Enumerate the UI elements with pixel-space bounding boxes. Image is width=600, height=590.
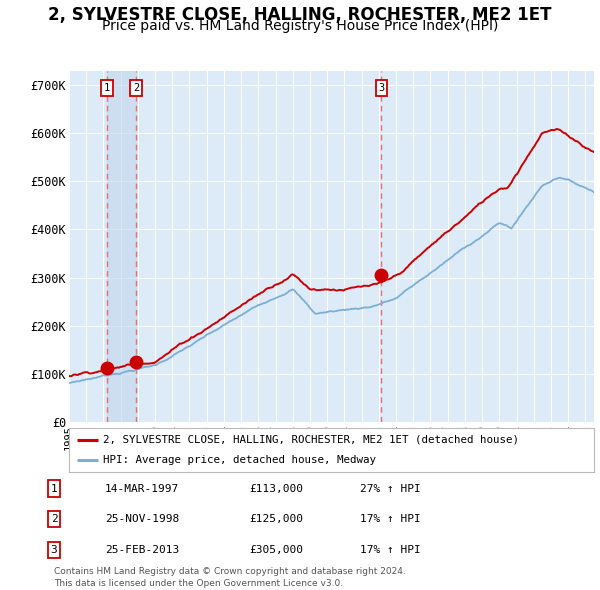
Text: 1: 1 bbox=[50, 484, 58, 493]
Text: Contains HM Land Registry data © Crown copyright and database right 2024.
This d: Contains HM Land Registry data © Crown c… bbox=[54, 567, 406, 588]
Text: 17% ↑ HPI: 17% ↑ HPI bbox=[360, 514, 421, 524]
Text: 17% ↑ HPI: 17% ↑ HPI bbox=[360, 545, 421, 555]
Text: 2: 2 bbox=[133, 83, 139, 93]
Text: 25-FEB-2013: 25-FEB-2013 bbox=[105, 545, 179, 555]
Text: 14-MAR-1997: 14-MAR-1997 bbox=[105, 484, 179, 493]
Text: 1: 1 bbox=[104, 83, 110, 93]
Text: £125,000: £125,000 bbox=[249, 514, 303, 524]
Text: 3: 3 bbox=[378, 83, 385, 93]
Text: 2: 2 bbox=[50, 514, 58, 524]
Text: 3: 3 bbox=[50, 545, 58, 555]
Bar bbox=[107, 71, 136, 422]
Text: 2, SYLVESTRE CLOSE, HALLING, ROCHESTER, ME2 1ET (detached house): 2, SYLVESTRE CLOSE, HALLING, ROCHESTER, … bbox=[103, 435, 519, 445]
Text: 2, SYLVESTRE CLOSE, HALLING, ROCHESTER, ME2 1ET: 2, SYLVESTRE CLOSE, HALLING, ROCHESTER, … bbox=[48, 6, 552, 24]
Text: 25-NOV-1998: 25-NOV-1998 bbox=[105, 514, 179, 524]
Text: £305,000: £305,000 bbox=[249, 545, 303, 555]
Text: £113,000: £113,000 bbox=[249, 484, 303, 493]
Text: 27% ↑ HPI: 27% ↑ HPI bbox=[360, 484, 421, 493]
Text: Price paid vs. HM Land Registry's House Price Index (HPI): Price paid vs. HM Land Registry's House … bbox=[102, 19, 498, 34]
Text: HPI: Average price, detached house, Medway: HPI: Average price, detached house, Medw… bbox=[103, 455, 376, 465]
